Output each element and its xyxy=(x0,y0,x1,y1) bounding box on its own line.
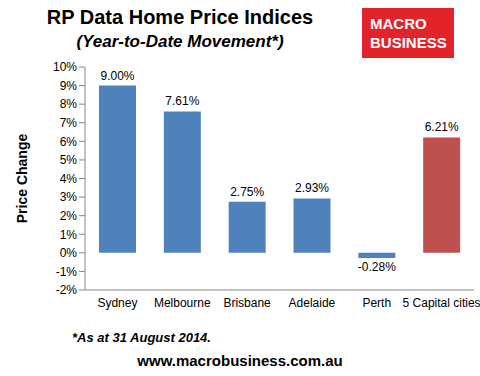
svg-text:9.00%: 9.00% xyxy=(100,69,134,83)
svg-text:2.93%: 2.93% xyxy=(295,181,329,195)
svg-text:7%: 7% xyxy=(60,116,78,130)
svg-text:1%: 1% xyxy=(60,228,78,242)
svg-text:8%: 8% xyxy=(60,97,78,111)
svg-text:10%: 10% xyxy=(53,60,77,74)
svg-text:Adelaide: Adelaide xyxy=(289,296,336,310)
svg-text:Price Change: Price Change xyxy=(14,134,30,224)
svg-text:Perth: Perth xyxy=(362,296,391,310)
html-text:*As at 31 August 2014.: *As at 31 August 2014. xyxy=(72,330,211,345)
html-text:(Year-to-Date Movement*): (Year-to-Date Movement*) xyxy=(76,32,284,51)
svg-text:-1%: -1% xyxy=(56,265,78,279)
svg-text:Melbourne: Melbourne xyxy=(154,296,211,310)
svg-text:-2%: -2% xyxy=(56,283,78,297)
svg-text:4%: 4% xyxy=(60,172,78,186)
svg-text:2.75%: 2.75% xyxy=(230,185,264,199)
svg-text:0%: 0% xyxy=(60,246,78,260)
svg-text:7.61%: 7.61% xyxy=(165,94,199,108)
html-text:RP Data Home Price Indices: RP Data Home Price Indices xyxy=(46,6,314,28)
svg-text:Sydney: Sydney xyxy=(97,296,137,310)
html-text:MACRO: MACRO xyxy=(370,15,427,32)
svg-text:5 Capital cities: 5 Capital cities xyxy=(403,296,480,310)
html-text:BUSINESS: BUSINESS xyxy=(370,34,447,51)
svg-text:9%: 9% xyxy=(60,79,78,93)
svg-text:3%: 3% xyxy=(60,190,78,204)
html-text:www.macrobusiness.com.au: www.macrobusiness.com.au xyxy=(137,352,343,369)
svg-text:-0.28%: -0.28% xyxy=(358,260,396,274)
svg-text:6.21%: 6.21% xyxy=(425,120,459,134)
svg-text:6%: 6% xyxy=(60,135,78,149)
svg-text:2%: 2% xyxy=(60,209,78,223)
svg-text:5%: 5% xyxy=(60,153,78,167)
svg-text:Brisbane: Brisbane xyxy=(223,296,271,310)
